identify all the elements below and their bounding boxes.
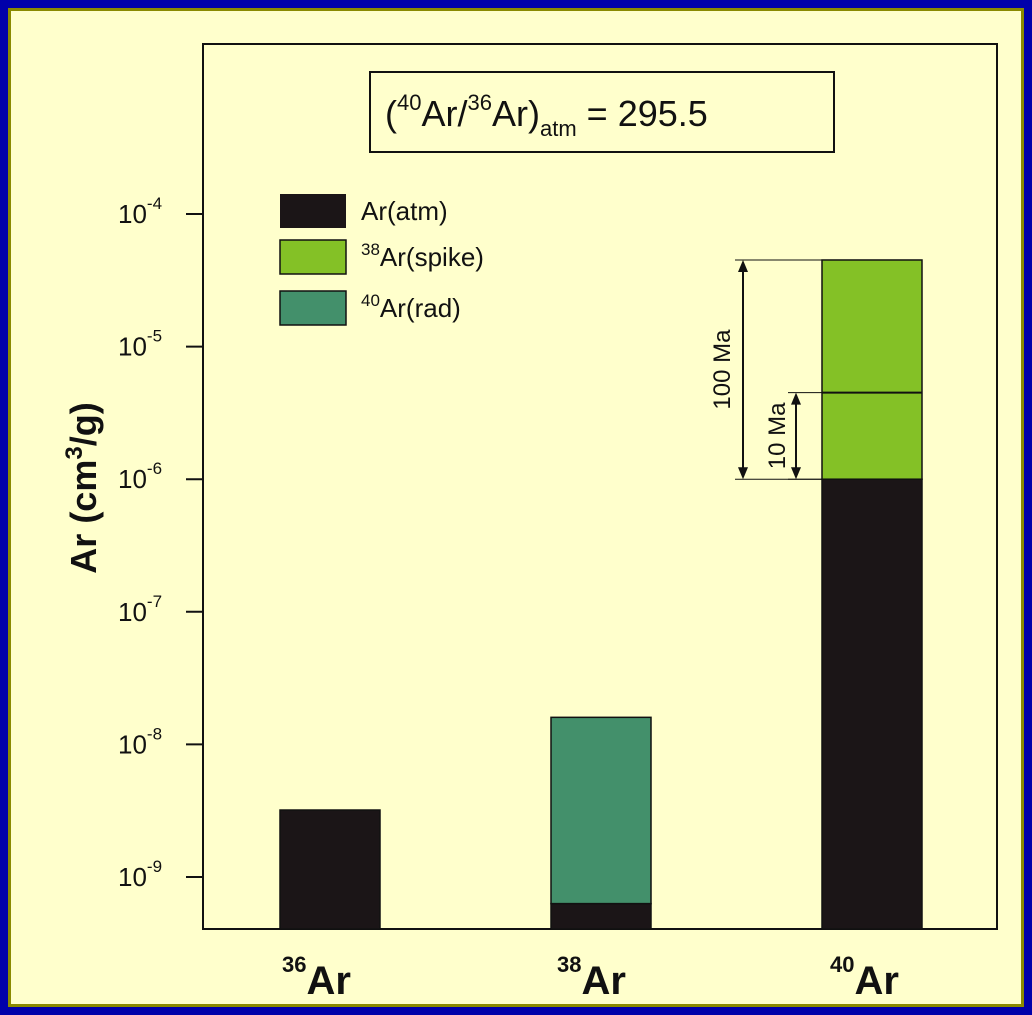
legend-label-rad: 40Ar(rad) — [361, 291, 461, 323]
age-arrows: 100 Ma 10 Ma — [709, 259, 822, 480]
y-tick-label: 10-9 — [118, 857, 162, 892]
legend-swatch-atm — [280, 194, 346, 228]
ratio-box — [369, 71, 835, 153]
x-label-40Ar: 40Ar — [830, 952, 899, 1003]
x-label-38Ar: 38Ar — [557, 952, 626, 1003]
y-tick-label: 10-6 — [118, 459, 162, 494]
bar-segment-atm-2 — [821, 478, 923, 930]
legend-swatch-spike — [279, 239, 347, 275]
age-label: 10 Ma — [764, 402, 791, 469]
arrow-down-icon — [738, 467, 748, 480]
arrow-up-icon — [738, 259, 748, 272]
age-label: 100 Ma — [709, 329, 736, 410]
legend-label-atm: Ar(atm) — [361, 196, 448, 226]
bars-layer — [279, 259, 923, 930]
y-axis-label: Ar (cm3/g) — [61, 402, 104, 573]
arrow-up-icon — [791, 392, 801, 405]
y-tick-label: 10-4 — [118, 194, 162, 229]
bar-segment-rad-1 — [550, 716, 652, 905]
legend: Ar(atm) 38Ar(spike) 40Ar(rad) — [279, 194, 484, 326]
bar-segment-atm-0 — [279, 809, 381, 930]
ratio-annotation: (40Ar/36Ar)atm = 295.5 — [385, 90, 708, 141]
x-label-36Ar: 36Ar — [282, 952, 351, 1003]
y-ticks: 10-9 10-8 10-7 10-6 10-5 10-4 — [118, 194, 203, 892]
y-tick-label: 10-5 — [118, 327, 162, 362]
legend-swatch-rad — [279, 290, 347, 326]
legend-label-spike: 38Ar(spike) — [361, 240, 484, 272]
arrow-down-icon — [791, 467, 801, 480]
y-tick-label: 10-8 — [118, 724, 162, 759]
bar-segment-spike-2 — [821, 259, 923, 480]
y-tick-label: 10-7 — [118, 592, 162, 627]
bar-segment-atm-1 — [550, 902, 652, 930]
